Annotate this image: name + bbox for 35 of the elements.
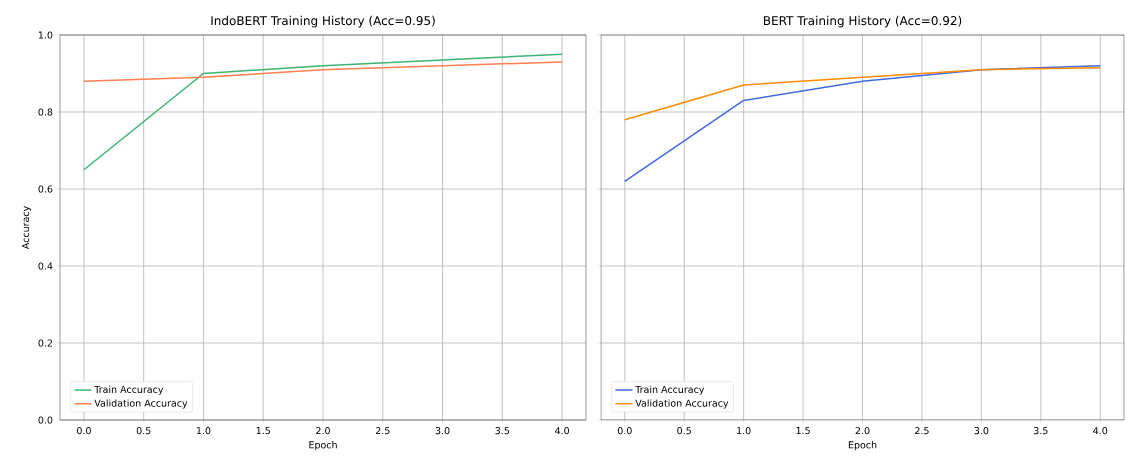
x-tick-label: 3.0 — [435, 427, 450, 435]
legend-label: Train Accuracy — [94, 385, 164, 395]
y-tick-label: 0.2 — [38, 339, 53, 347]
chart-title: IndoBERT Training History (Acc=0.95) — [211, 15, 435, 28]
x-tick-label: 3.5 — [1033, 427, 1048, 435]
legend-label: Validation Accuracy — [94, 399, 188, 409]
x-axis-title: Epoch — [848, 441, 877, 451]
x-tick-label: 4.0 — [1093, 427, 1108, 435]
x-tick-label: 0.5 — [136, 427, 151, 435]
x-tick-label: 1.0 — [737, 427, 751, 435]
y-tick-label: 0.6 — [38, 185, 53, 193]
y-tick-label: 0.8 — [38, 108, 53, 116]
line-series — [83, 61, 563, 82]
x-tick-label: 0.0 — [617, 427, 632, 435]
x-tick-label: 3.5 — [495, 427, 510, 435]
y-tick-label: 0.0 — [38, 416, 53, 424]
line-series — [83, 53, 563, 171]
legend-label: Validation Accuracy — [635, 399, 729, 409]
y-tick-label: 0.4 — [38, 262, 53, 270]
chart-title: BERT Training History (Acc=0.92) — [763, 15, 962, 28]
legend-label: Train Accuracy — [635, 385, 705, 395]
x-tick-label: 2.0 — [316, 427, 330, 435]
x-tick-label: 1.5 — [796, 427, 810, 435]
x-tick-label: 2.5 — [915, 427, 929, 435]
x-tick-label: 0.0 — [76, 427, 91, 435]
x-tick-label: 4.0 — [555, 427, 570, 435]
x-tick-label: 1.0 — [196, 427, 211, 435]
x-axis-title: Epoch — [309, 441, 337, 451]
x-tick-label: 0.5 — [677, 427, 691, 435]
x-tick-label: 1.5 — [256, 427, 270, 435]
x-tick-label: 2.5 — [375, 427, 390, 435]
x-tick-label: 3.0 — [974, 427, 989, 435]
y-tick-label: 1.0 — [38, 31, 53, 39]
y-axis-title: Accuracy — [22, 206, 31, 250]
x-tick-label: 2.0 — [855, 427, 870, 435]
